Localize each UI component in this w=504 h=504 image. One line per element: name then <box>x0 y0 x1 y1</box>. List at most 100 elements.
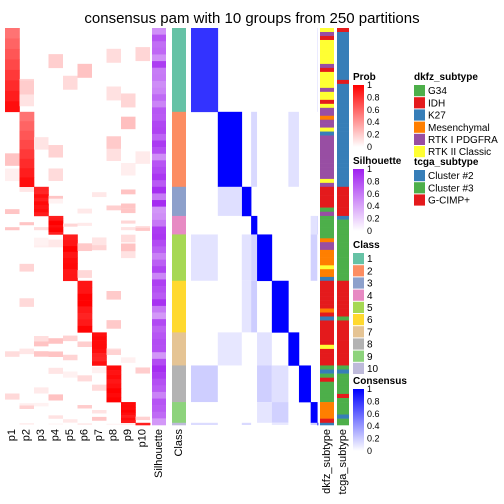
membership-cell <box>5 393 20 400</box>
legend-entry: 8 <box>367 340 373 351</box>
membership-cell <box>34 340 49 347</box>
membership-cell <box>34 201 49 206</box>
membership-cell <box>121 93 136 108</box>
tcga-subtype-cell <box>337 377 349 383</box>
dkfz-subtype-cell <box>320 195 334 200</box>
tcga-subtype-cell <box>337 139 349 144</box>
membership-cell <box>106 320 121 329</box>
dkfz-subtype-cell <box>320 87 334 93</box>
silhouette-cell <box>152 365 166 373</box>
tcga-subtype-cell <box>337 276 349 282</box>
dkfz-subtype-cell <box>320 83 334 89</box>
dkfz-subtype-cell <box>320 31 334 37</box>
tcga-subtype-cell <box>337 393 349 399</box>
legend-entry: 5 <box>367 303 373 314</box>
tcga-subtype-cell <box>337 123 349 128</box>
silhouette-cell <box>152 226 166 234</box>
class-cell <box>172 111 186 188</box>
membership-cell <box>92 336 107 341</box>
dkfz-subtype-cell <box>320 418 334 424</box>
membership-cell <box>121 220 136 224</box>
legend-tick: 1 <box>367 164 372 174</box>
membership-cell <box>106 349 121 355</box>
dkfz-subtype-cell <box>320 348 334 354</box>
legend-title: dkfz_subtype <box>414 72 478 83</box>
tcga-subtype-cell <box>337 332 349 337</box>
tcga-subtype-cell <box>337 103 349 109</box>
membership-column-label: p8 <box>108 429 120 441</box>
tcga-subtype-cell <box>337 238 349 243</box>
tcga-subtype-cell <box>337 91 349 97</box>
tcga-subtype-cell <box>337 265 349 270</box>
tcga-subtype-cell <box>337 143 349 148</box>
membership-cell <box>92 242 107 251</box>
membership-cell <box>92 384 107 391</box>
class-cell <box>172 422 186 426</box>
tcga-subtype-cell <box>337 215 349 220</box>
membership-cell <box>121 420 136 424</box>
dkfz-subtype-cell <box>320 373 334 378</box>
tcga-subtype-cell <box>337 361 349 366</box>
membership-cell <box>19 263 34 272</box>
membership-cell <box>5 153 20 166</box>
legend-title: tcga_subtype <box>414 157 479 168</box>
membership-cell <box>121 407 136 411</box>
tcga-subtype-cell <box>337 381 349 387</box>
consensus-offblock <box>241 280 252 333</box>
legend-colorbar <box>353 169 364 231</box>
silhouette-cell <box>152 299 166 307</box>
tcga-subtype-cell <box>337 414 349 419</box>
membership-cell <box>48 54 63 69</box>
membership-cell <box>121 404 136 408</box>
tcga-subtype-cell <box>337 328 349 333</box>
legend-swatch <box>353 362 364 374</box>
membership-cell <box>121 417 136 421</box>
silhouette-cell <box>152 213 166 221</box>
membership-cell <box>77 341 92 348</box>
silhouette-cell <box>152 127 166 135</box>
membership-cell <box>135 367 150 374</box>
silhouette-cell <box>152 47 166 55</box>
tcga-subtype-cell <box>337 135 349 140</box>
dkfz-subtype-cell <box>320 265 334 270</box>
dkfz-subtype-cell <box>320 111 334 117</box>
dkfz-subtype-cell <box>320 95 334 101</box>
dkfz-subtype-cell <box>320 178 334 184</box>
membership-cell <box>63 246 78 253</box>
silhouette-cell <box>152 219 166 227</box>
legend-colorbar <box>353 85 364 147</box>
membership-cell <box>121 402 136 405</box>
silhouette-cell <box>152 286 166 293</box>
dkfz-subtype-cell <box>320 127 334 132</box>
consensus-block <box>241 186 252 217</box>
silhouette-cell <box>152 338 166 346</box>
legend-entry: G34 <box>428 86 447 97</box>
tcga-subtype-cell <box>337 312 349 317</box>
silhouette-cell <box>152 74 166 82</box>
membership-cell <box>48 168 63 181</box>
tcga-subtype-cell <box>337 336 349 341</box>
class-cell <box>172 280 186 333</box>
membership-cell <box>106 48 121 63</box>
membership-cell <box>19 80 34 95</box>
tcga-subtype-cell <box>337 55 349 61</box>
consensus-block <box>271 280 289 333</box>
dkfz-subtype-cell <box>320 332 334 337</box>
membership-cell <box>48 222 64 226</box>
silhouette-cell <box>152 166 166 174</box>
dkfz-subtype-cell <box>320 308 334 313</box>
dkfz-subtype-cell <box>320 35 334 41</box>
legend-colorbar <box>353 389 364 451</box>
consensus-offblock <box>310 234 318 281</box>
dkfz-subtype-cell <box>320 215 334 220</box>
membership-cell <box>121 227 136 231</box>
membership-cell <box>106 397 122 403</box>
dkfz-subtype-cell <box>320 393 334 399</box>
membership-cell <box>48 232 64 235</box>
membership-cell <box>34 227 49 231</box>
tcga-subtype-cell <box>337 227 349 232</box>
consensus-offblock <box>191 365 218 403</box>
tcga-subtype-cell <box>337 292 349 297</box>
dkfz-subtype-cell <box>320 316 334 321</box>
dkfz-subtype-cell <box>320 91 334 97</box>
